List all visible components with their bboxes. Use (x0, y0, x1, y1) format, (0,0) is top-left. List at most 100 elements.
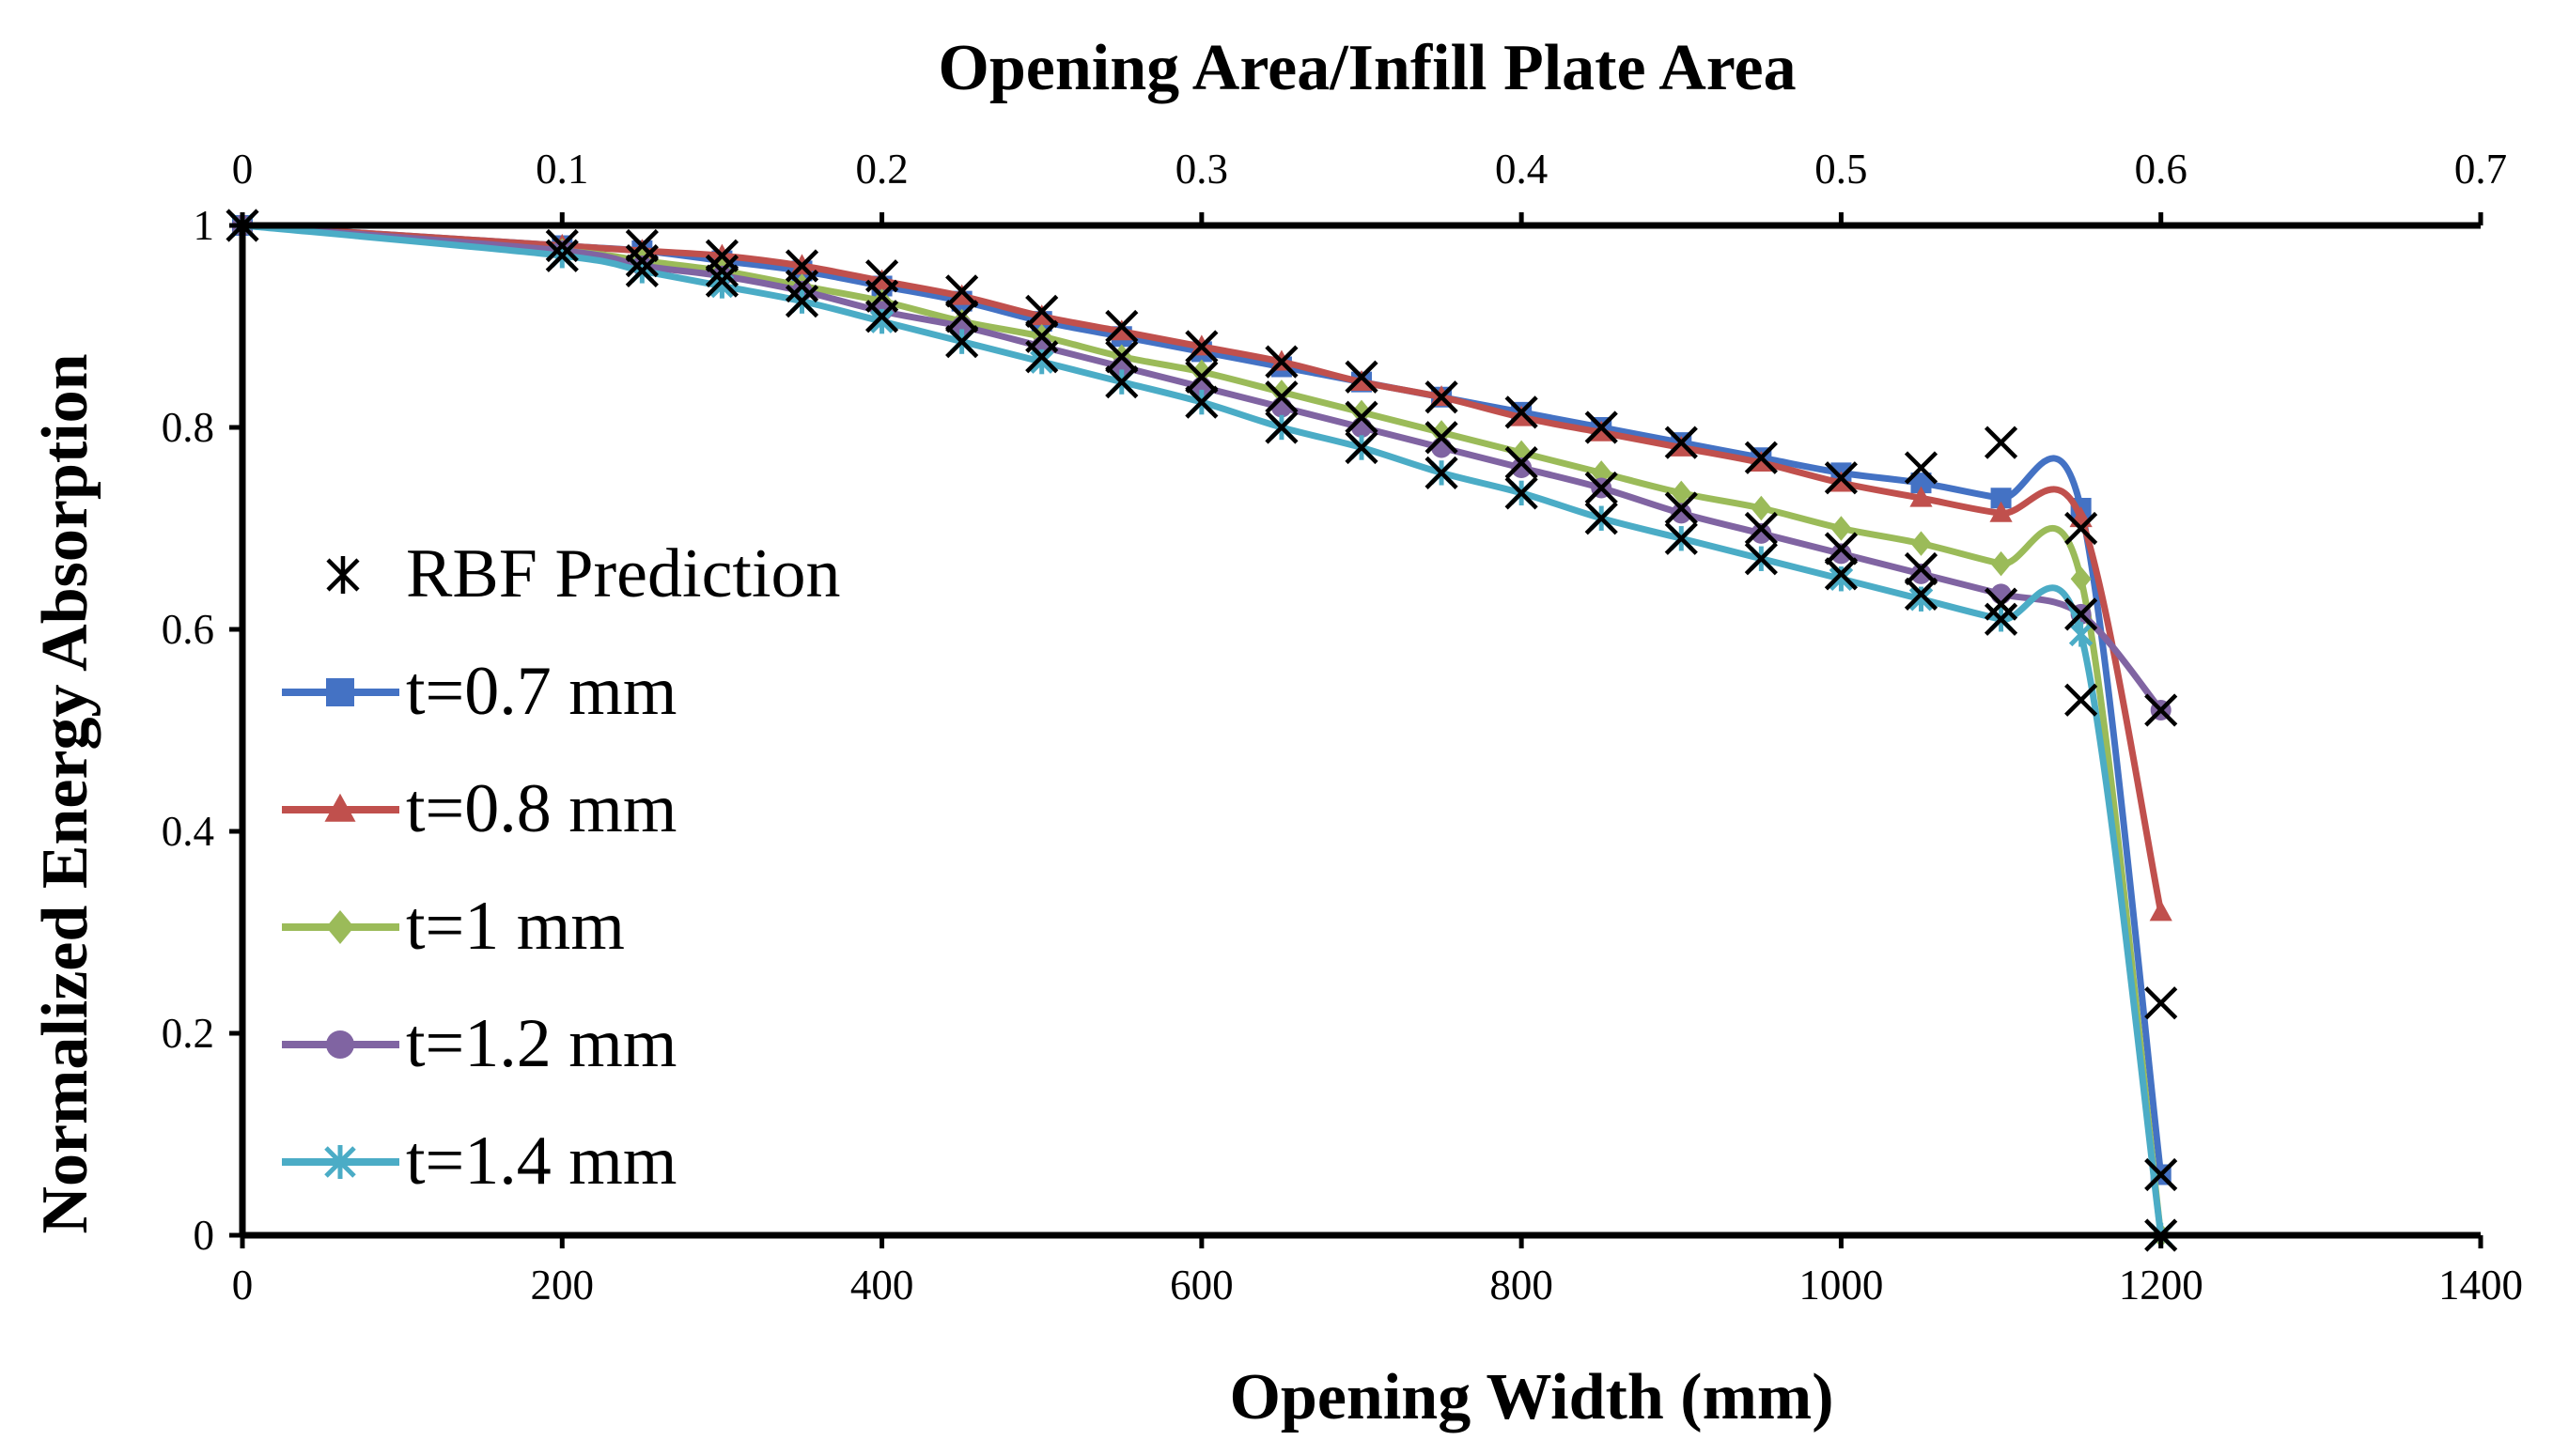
series-4-point-18 (1908, 586, 1934, 612)
rbf-stroke (1025, 294, 1059, 328)
legend-label-t07: t=0.7 mm (406, 653, 677, 730)
series-1-point-18 (1909, 486, 1933, 507)
rbf-stroke (1984, 587, 2018, 621)
x2-tick-label: 0.4 (1495, 146, 1548, 193)
legend-label-t12: t=1.2 mm (406, 1005, 677, 1082)
rbf-stroke (1744, 511, 1778, 546)
rbf-stroke (1424, 456, 1458, 489)
legend-rbf-marker (326, 556, 360, 594)
rbf-point-43 (1664, 491, 1698, 525)
rbf-point-40 (1584, 471, 1618, 505)
legend-symbol-4 (324, 1145, 356, 1179)
rbf-point-29 (1265, 410, 1299, 444)
rbf-stroke (1265, 345, 1299, 379)
rbf-stroke (1424, 380, 1458, 414)
rbf-stroke (1345, 430, 1378, 465)
rbf-point-45 (1744, 441, 1778, 474)
series-4-point-20 (2068, 622, 2094, 647)
rbf-stroke (1105, 365, 1139, 399)
rbf-stroke (1584, 502, 1618, 535)
x2-tick-label: 0.6 (2135, 146, 2187, 193)
series-3-point-18 (1910, 563, 1932, 584)
x2-tick-label: 0.5 (1814, 146, 1867, 193)
rbf-stroke (2064, 511, 2098, 546)
legend-marker-t10 (282, 910, 399, 944)
series-3-point-15 (1671, 503, 1692, 524)
rbf-stroke (1025, 340, 1059, 374)
rbf-point-52 (1904, 551, 1938, 586)
rbf-stroke (1504, 395, 1538, 429)
series-2-point-20 (2070, 566, 2092, 592)
rbf-stroke (1424, 421, 1458, 455)
rbf-point-21 (1105, 309, 1139, 344)
legend-marker-t07 (282, 678, 399, 706)
rbf-stroke (1185, 385, 1219, 419)
rbf-stroke (545, 228, 579, 263)
rbf-stroke (1345, 400, 1378, 434)
rbf-stroke (1984, 602, 2018, 636)
rbf-point-26 (1185, 385, 1219, 419)
y-tick-label: 1 (194, 202, 215, 249)
rbf-point-54 (1984, 426, 2018, 459)
rbf-stroke (625, 228, 659, 263)
y-tick-label: 0.4 (162, 808, 214, 855)
rbf-stroke (1105, 340, 1139, 374)
rbf-stroke (2144, 693, 2178, 727)
rbf-stroke (1664, 521, 1698, 555)
rbf-point-16 (945, 300, 979, 333)
rbf-point-49 (1824, 532, 1859, 565)
rbf-point-31 (1345, 400, 1378, 434)
legend-symbol-0 (326, 678, 354, 706)
rbf-point-48 (1824, 461, 1859, 495)
legend-label-t14: t=1.4 mm (406, 1123, 677, 1200)
series-2-point-16 (1751, 495, 1772, 521)
legend-item-t08: t=0.8 mm (282, 770, 677, 847)
series-1-point-19 (1989, 501, 2013, 522)
x-tick-label: 800 (1489, 1262, 1553, 1309)
y-tick-label: 0 (194, 1212, 215, 1259)
rbf-stroke (2064, 683, 2098, 717)
rbf-point-28 (1265, 380, 1299, 414)
rbf-stroke (1664, 426, 1698, 459)
rbf-point-57 (2064, 511, 2098, 546)
legend-marker-t08 (282, 793, 399, 822)
legend-symbol-3 (326, 1030, 354, 1059)
rbf-point-60 (2144, 693, 2178, 727)
rbf-stroke (625, 244, 659, 278)
rbf-stroke (2144, 1157, 2178, 1192)
rbf-point-4 (625, 244, 659, 278)
x2-tick-label: 0.2 (855, 146, 908, 193)
rbf-stroke (864, 300, 899, 333)
rbf-stroke (1584, 471, 1618, 505)
rbf-point-34 (1424, 421, 1458, 455)
y-tick-label: 0.2 (162, 1010, 214, 1057)
x-axis-title: Opening Width (mm) (1229, 1361, 1833, 1433)
x2-tick-label: 0 (232, 146, 254, 193)
rbf-point-10 (785, 269, 819, 303)
series-2-point-17 (1830, 516, 1852, 541)
rbf-point-11 (785, 285, 819, 318)
series-2-point-15 (1671, 480, 1692, 506)
rbf-stroke (785, 285, 819, 318)
ticks-layer: 0 200 400 600 800 1000 1200 1400 0 0.1 0.2 0.3 0.4 0.… (162, 146, 2523, 1309)
legend-marker-t14 (282, 1145, 399, 1179)
rbf-stroke (1504, 476, 1538, 510)
rbf-point-8 (705, 264, 739, 298)
rbf-stroke (1584, 410, 1618, 444)
legend-symbol-2 (326, 910, 354, 944)
rbf-stroke (705, 239, 739, 272)
rbf-point-41 (1584, 502, 1618, 535)
series-0-point-18 (1910, 472, 1932, 494)
rbf-point-56 (1984, 602, 2018, 636)
rbf-point-23 (1105, 365, 1139, 399)
rbf-point-53 (1904, 577, 1938, 611)
rbf-stroke (1824, 557, 1859, 591)
rbf-stroke (1265, 380, 1299, 414)
legend-label-t10: t=1 mm (406, 888, 625, 965)
rbf-stroke (785, 269, 819, 303)
series-2-point-18 (1910, 531, 1932, 556)
x-tick-label: 1200 (2119, 1262, 2203, 1309)
rbf-stroke (1744, 542, 1778, 576)
rbf-point-18 (1025, 294, 1059, 328)
